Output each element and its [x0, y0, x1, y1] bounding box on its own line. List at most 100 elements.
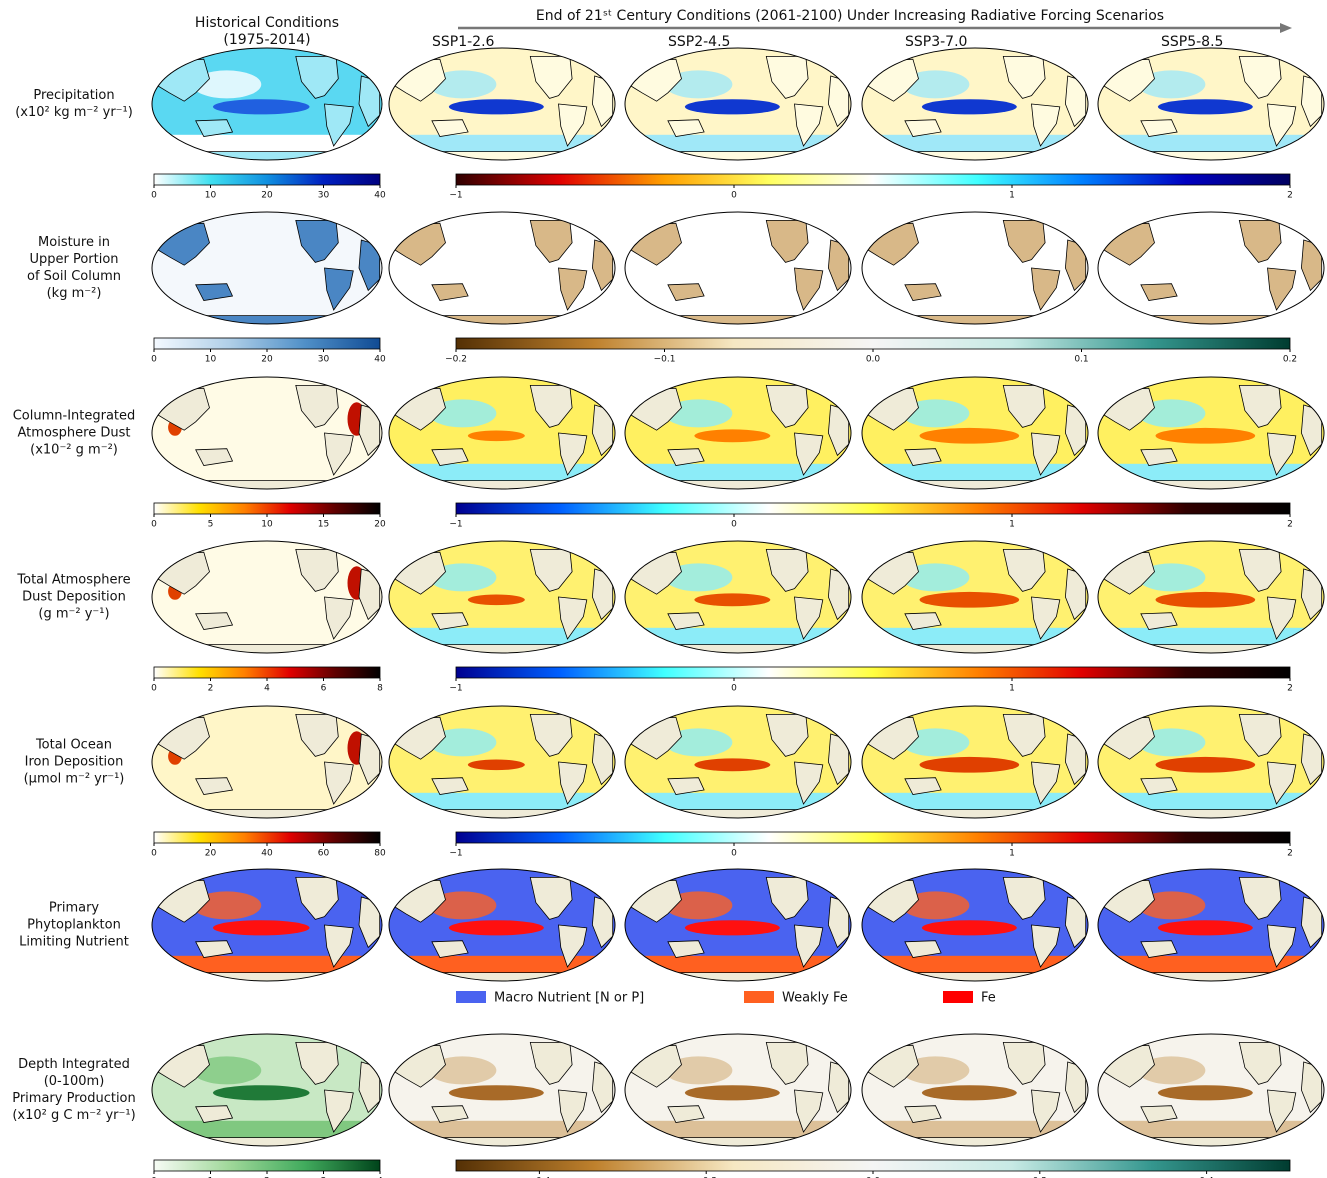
region — [862, 135, 1088, 152]
colorbar-tick-label: 0.2 — [1283, 355, 1297, 365]
colorbar-tick-label: 1 — [1009, 684, 1015, 694]
region — [694, 593, 770, 606]
row-label: Precipitation — [33, 88, 114, 103]
region — [389, 628, 615, 645]
arrow-head — [1280, 23, 1292, 33]
land — [389, 1138, 615, 1146]
colorbar-tick-label: 30 — [318, 191, 330, 201]
colorbar — [154, 1160, 380, 1171]
land — [389, 152, 615, 160]
map-panel — [625, 869, 851, 981]
land — [1098, 152, 1324, 160]
row-label: Total Ocean — [35, 738, 112, 753]
row-label: (x10² g C m⁻² yr⁻¹) — [12, 1108, 135, 1123]
colorbar-tick-label: 0 — [731, 520, 737, 530]
land — [152, 645, 382, 653]
legend-swatch — [456, 991, 486, 1003]
map-panel — [862, 541, 1088, 653]
land — [152, 316, 382, 324]
colorbar-tick-label: −1 — [449, 684, 462, 694]
region — [1156, 428, 1256, 444]
colorbar-tick-label: 2 — [1287, 684, 1293, 694]
region — [449, 1085, 544, 1100]
colorbar — [456, 832, 1290, 843]
map-panel — [625, 212, 851, 324]
region — [389, 793, 615, 810]
row-label: (x10² kg m⁻² yr⁻¹) — [15, 105, 133, 120]
map-panel — [389, 869, 615, 981]
map-panel — [152, 706, 382, 818]
land — [862, 481, 1088, 489]
region — [213, 920, 310, 935]
region — [922, 1085, 1017, 1100]
row-label: (kg m⁻²) — [47, 286, 102, 301]
colorbar — [154, 503, 380, 514]
colorbar-tick-label: 1 — [1009, 849, 1015, 859]
land — [152, 973, 382, 981]
colorbar-tick-label: −0.1 — [654, 355, 676, 365]
colorbar-tick-label: 20 — [374, 520, 386, 530]
land — [389, 810, 615, 818]
region — [1156, 592, 1256, 608]
colorbar-tick-label: −1 — [449, 520, 462, 530]
colorbar-tick-label: 2 — [1287, 849, 1293, 859]
colorbar — [456, 174, 1290, 185]
map-panel — [862, 377, 1088, 489]
colorbar-tick-label: 0.1 — [1074, 355, 1088, 365]
map-panel — [1098, 706, 1324, 818]
region — [920, 428, 1020, 444]
map-panel — [1098, 212, 1324, 324]
row-label: Limiting Nutrient — [19, 935, 129, 950]
colorbar — [456, 503, 1290, 514]
map-panel — [625, 706, 851, 818]
region — [468, 594, 525, 605]
region — [449, 99, 544, 114]
land — [862, 645, 1088, 653]
row-label: Depth Integrated — [18, 1057, 130, 1072]
region — [685, 1085, 780, 1100]
region — [625, 135, 851, 152]
colorbar-tick-label: 80 — [374, 849, 386, 859]
colorbar-tick-label: 2 — [208, 684, 214, 694]
region — [152, 1121, 382, 1138]
land — [389, 316, 615, 324]
land — [389, 481, 615, 489]
scenario-label: SSP2-4.5 — [668, 34, 730, 50]
colorbar — [456, 338, 1290, 349]
region — [625, 464, 851, 481]
region — [625, 628, 851, 645]
row-label: Atmosphere Dust — [18, 426, 131, 441]
land — [389, 645, 615, 653]
historical-title: (1975-2014) — [223, 32, 310, 48]
region — [449, 920, 544, 935]
region — [213, 1085, 310, 1100]
region — [862, 1121, 1088, 1138]
row-label: (g m⁻² y⁻¹) — [38, 607, 109, 622]
region — [1158, 920, 1253, 935]
row-label: Column-Integrated — [13, 409, 136, 424]
colorbar-tick-label: 0 — [731, 191, 737, 201]
future-title: End of 21ˢᵗ Century Conditions (2061-210… — [536, 8, 1164, 24]
region — [389, 135, 615, 152]
row-label: Total Atmosphere — [16, 573, 130, 588]
colorbar-tick-label: 10 — [205, 355, 217, 365]
row-label: (0-100m) — [44, 1074, 105, 1089]
region — [468, 759, 525, 770]
map-panel — [862, 1034, 1088, 1146]
colorbar-tick-label: 2 — [1287, 520, 1293, 530]
land — [152, 810, 382, 818]
map-panel — [862, 869, 1088, 981]
colorbar-tick-label: 40 — [374, 191, 386, 201]
colorbar-tick-label: 0 — [151, 191, 157, 201]
land — [152, 1138, 382, 1146]
land — [152, 152, 382, 160]
region — [1158, 1085, 1253, 1100]
row-label: Dust Deposition — [22, 590, 126, 605]
region — [213, 99, 310, 114]
region — [389, 1121, 615, 1138]
colorbar-tick-label: 20 — [261, 355, 273, 365]
legend-label: Macro Nutrient [N or P] — [494, 991, 644, 1006]
region — [625, 793, 851, 810]
region — [862, 628, 1088, 645]
map-panel — [862, 706, 1088, 818]
